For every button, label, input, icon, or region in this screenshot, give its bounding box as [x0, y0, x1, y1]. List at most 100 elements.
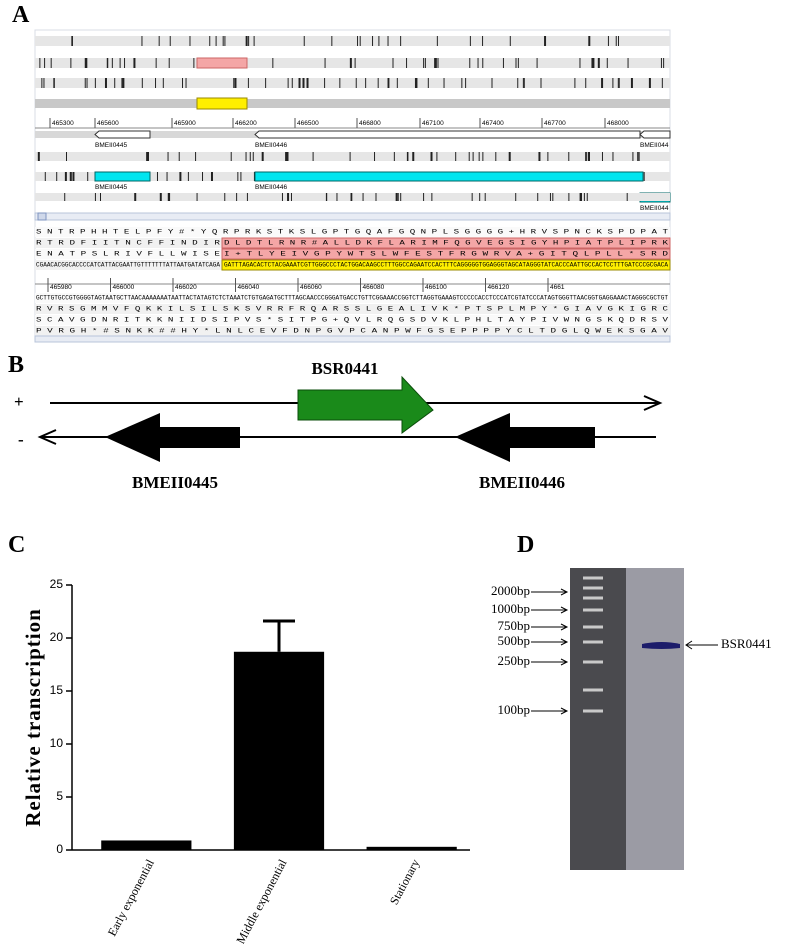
sequence: R T R D F I I T N C F F I N D I R — [36, 240, 221, 247]
x-tick-label: Middle exponential — [233, 856, 290, 944]
marker-label: 250bp — [498, 653, 531, 668]
gene-label: BMEII0445 — [132, 473, 218, 492]
ruler-label: 4661 — [550, 284, 565, 291]
bar — [366, 846, 457, 850]
y-tick-label: 5 — [56, 789, 63, 803]
sequence-row — [35, 326, 670, 336]
ruler-label: 467100 — [422, 120, 444, 127]
ruler-label: 466060 — [300, 284, 322, 291]
track — [35, 193, 670, 201]
scrollbar — [34, 335, 671, 343]
sequence-row — [35, 315, 670, 325]
sequence: CGAACACGGCACCCCATCATTACGAATTGTTTTTTTATTA… — [36, 262, 220, 269]
x-tick-label: Early exponential — [105, 856, 158, 938]
gene-box — [94, 171, 151, 182]
sequence-highlight — [221, 248, 671, 260]
track — [35, 58, 670, 68]
sequence: E N A T P S L R I V F L L W I S E — [36, 251, 221, 258]
ruler-label: 466200 — [235, 120, 257, 127]
band-label: BSR0441 — [721, 636, 772, 651]
sequence: P V R G H * # S N K K # # H Y * L N L C … — [36, 328, 669, 335]
ruler-label: 467700 — [544, 120, 566, 127]
ruler-label: 465300 — [52, 120, 74, 127]
sequence-row — [35, 293, 670, 303]
marker-label: 100bp — [498, 702, 531, 717]
scroll-thumb — [37, 212, 47, 221]
strand-label: - — [18, 430, 24, 449]
gel-lane — [626, 568, 684, 870]
ladder-band — [583, 608, 603, 612]
arrowhead — [560, 606, 569, 614]
sequence-highlight — [221, 259, 671, 271]
gene-label: BMEII0446 — [479, 473, 565, 492]
gene-label: BMEII0446 — [255, 142, 288, 149]
gene-arrow — [94, 130, 151, 139]
marker-label: 750bp — [498, 618, 531, 633]
gene-arrow — [254, 130, 641, 139]
track — [35, 152, 670, 161]
y-axis-label: Relative transcription — [21, 608, 45, 827]
ladder-band — [583, 660, 603, 664]
arrowhead — [560, 588, 569, 596]
ruler-label: 466500 — [297, 120, 319, 127]
ladder-band — [583, 625, 603, 629]
sequence-row — [35, 304, 670, 314]
panel-letter: C — [8, 532, 25, 558]
sequence-row — [35, 227, 670, 237]
marker-label: 1000bp — [491, 601, 530, 616]
ladder-band — [583, 586, 603, 590]
y-tick-label: 0 — [56, 842, 63, 856]
sequence: S C A V G D N R I T K K N I I D S I P V … — [36, 317, 669, 324]
y-tick-label: 20 — [50, 630, 64, 644]
sequence: GCTTGTGCCGTGGGGTAGTAATGCTTAACAAAAAAATAAT… — [36, 295, 668, 302]
gene-label: BSR0441 — [311, 359, 378, 378]
marker-label: 2000bp — [491, 583, 530, 598]
gene-box — [254, 171, 644, 182]
gel-lane — [570, 568, 626, 870]
highlight-box — [196, 57, 248, 69]
track — [35, 36, 670, 46]
ladder-band — [583, 640, 603, 644]
gene-label: BMEII0446 — [255, 184, 288, 191]
ruler-label: 467400 — [482, 120, 504, 127]
ruler-label: 465900 — [174, 120, 196, 127]
bar — [101, 840, 192, 850]
ruler-label: 465980 — [50, 284, 72, 291]
arrowhead — [685, 640, 693, 650]
ruler-label: 468000 — [607, 120, 629, 127]
ladder-band — [583, 709, 603, 713]
ladder-band — [583, 688, 603, 692]
ruler-label: 466100 — [425, 284, 447, 291]
track — [35, 99, 670, 108]
strand-label: + — [14, 392, 24, 411]
sequence-highlight — [221, 237, 671, 249]
ruler-label: 465600 — [97, 120, 119, 127]
sequence: GATTTAGACACTCTACGAAATCGTTGGGCCCTACTGGACA… — [224, 262, 668, 269]
scrollbar — [34, 212, 671, 221]
gene-label: BMEII0445 — [95, 184, 128, 191]
ruler-label: 466080 — [363, 284, 385, 291]
arrowhead — [37, 429, 57, 445]
ruler-label: 466040 — [238, 284, 260, 291]
ladder-band — [583, 576, 603, 580]
highlight-box — [196, 97, 248, 110]
gene-arrow — [455, 413, 595, 462]
panel-letter: B — [8, 352, 24, 378]
arrowhead — [560, 623, 569, 631]
sequence: I + T L Y E I V G P Y W T S L W F E S T … — [224, 251, 669, 258]
ruler-label: 466800 — [359, 120, 381, 127]
sequence: S N T R P H H T E L P F Y # * Y Q R P R … — [36, 229, 669, 236]
gene-arrow — [639, 130, 671, 139]
gene-label: BMEII044 — [640, 142, 669, 149]
ladder-band — [583, 596, 603, 600]
x-tick-label: Stationary — [387, 857, 423, 907]
ruler-label: 466120 — [488, 284, 510, 291]
panel-letter: A — [12, 2, 30, 28]
marker-label: 500bp — [498, 633, 531, 648]
y-tick-label: 10 — [50, 736, 64, 750]
track — [35, 78, 670, 88]
sequence: R V R S G M M V F Q K K I L S I L S K S … — [36, 306, 669, 313]
arrowhead — [560, 658, 569, 666]
gene-label: BMEII044 — [640, 205, 669, 212]
